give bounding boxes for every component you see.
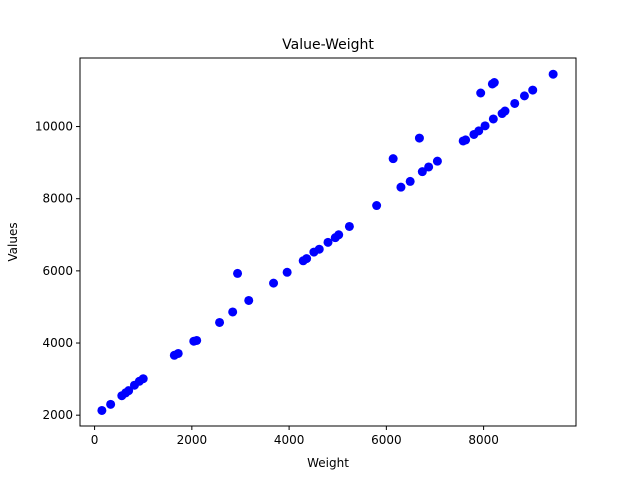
data-point-7 <box>138 374 148 384</box>
data-point-13 <box>228 307 238 317</box>
y-tick-label-0: 2000 <box>42 408 73 422</box>
data-point-27 <box>388 154 398 164</box>
y-tick-label-2: 6000 <box>42 264 73 278</box>
data-point-33 <box>432 156 442 166</box>
data-point-28 <box>396 182 406 192</box>
data-point-32 <box>424 162 434 172</box>
data-point-44 <box>500 106 510 116</box>
data-point-19 <box>302 254 312 264</box>
data-point-26 <box>372 201 382 211</box>
data-point-37 <box>474 126 484 136</box>
x-tick-label-3: 6000 <box>371 433 402 447</box>
y-axis-label: Values <box>6 222 20 261</box>
data-point-16 <box>269 278 279 288</box>
points-layer <box>97 69 558 415</box>
y-tick-label-1: 4000 <box>42 336 73 350</box>
x-tick-label-0: 0 <box>91 433 99 447</box>
x-axis-label: Weight <box>307 456 349 470</box>
data-point-17 <box>282 267 292 277</box>
data-point-24 <box>334 230 344 240</box>
plot-area-frame <box>79 57 577 427</box>
data-point-21 <box>314 244 324 254</box>
y-tick-label-4: 10000 <box>35 120 73 134</box>
y-tick-label-3: 8000 <box>42 192 73 206</box>
data-point-9 <box>173 348 183 358</box>
x-tick-label-2: 4000 <box>274 433 305 447</box>
data-point-42 <box>488 114 498 124</box>
data-point-35 <box>461 135 471 145</box>
data-point-45 <box>510 98 520 108</box>
data-point-46 <box>519 91 529 101</box>
ticks-layer: 0 2000 4000 6000 8000 2000 4000 6000 8000 10000 <box>35 120 499 447</box>
x-tick-label-1: 2000 <box>177 433 208 447</box>
data-point-12 <box>215 317 225 327</box>
data-point-11 <box>192 335 202 345</box>
data-point-14 <box>233 268 243 278</box>
data-point-30 <box>414 133 424 143</box>
chart-title: Value-Weight <box>282 37 374 53</box>
data-point-38 <box>476 88 486 98</box>
data-point-15 <box>244 295 254 305</box>
data-point-4 <box>124 386 134 396</box>
data-point-29 <box>405 176 415 186</box>
data-point-31 <box>417 167 427 177</box>
data-point-22 <box>323 237 333 247</box>
data-point-41 <box>489 78 499 88</box>
data-point-48 <box>548 69 558 79</box>
data-point-0 <box>97 405 107 415</box>
data-point-47 <box>528 85 538 95</box>
data-point-1 <box>106 399 116 409</box>
x-tick-label-4: 8000 <box>468 433 499 447</box>
data-point-39 <box>480 121 490 131</box>
data-point-25 <box>344 221 354 231</box>
